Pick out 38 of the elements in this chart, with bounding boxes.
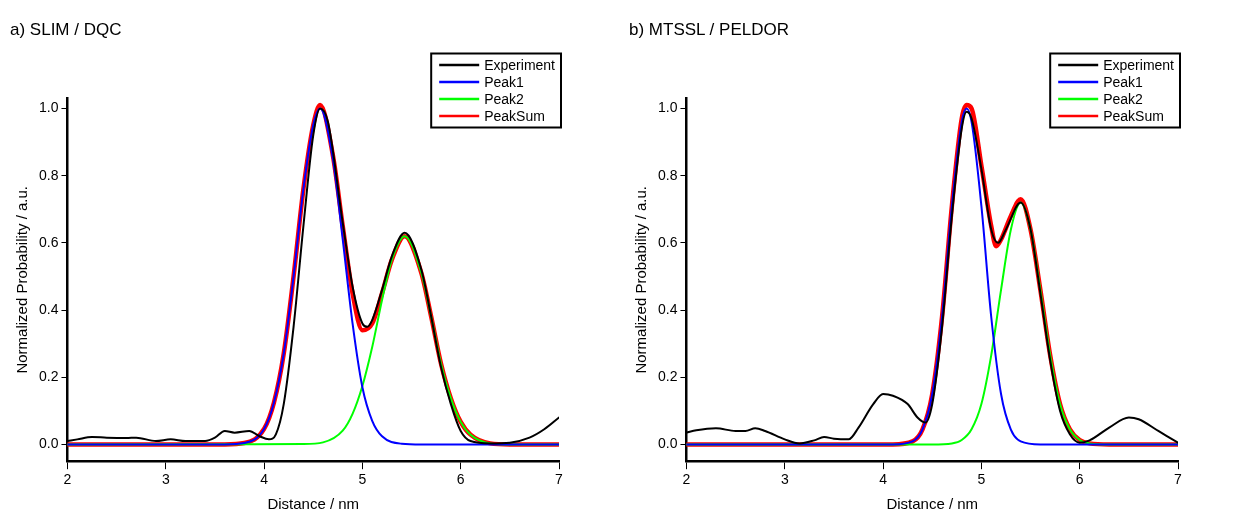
- y-axis-title: Normalized Probability / a.u.: [13, 186, 31, 374]
- y-tick-label: 0.8: [657, 166, 678, 183]
- legend-label: Peak2: [1103, 90, 1144, 107]
- x-tick-label: 4: [879, 471, 888, 488]
- y-tick-label: 0.0: [657, 435, 678, 452]
- x-axis-title: Distance / nm: [886, 495, 979, 513]
- legend-label: Experiment: [1103, 56, 1175, 73]
- y-tick-label: 1.0: [38, 99, 59, 116]
- legend-label: PeakSum: [484, 107, 545, 124]
- y-tick-label: 0.6: [38, 233, 59, 250]
- x-tick-label: 7: [555, 471, 564, 488]
- y-tick-label: 0.6: [657, 233, 678, 250]
- x-tick-label: 4: [260, 471, 269, 488]
- y-axis-title: Normalized Probability / a.u.: [632, 186, 650, 374]
- y-tick-label: 0.4: [657, 300, 678, 317]
- legend-label: Peak1: [1103, 73, 1144, 90]
- x-tick-label: 7: [1174, 471, 1183, 488]
- x-tick-label: 5: [358, 471, 367, 488]
- y-tick-label: 0.2: [657, 368, 678, 385]
- legend-label: Peak1: [484, 73, 525, 90]
- x-tick-label: 6: [1075, 471, 1084, 488]
- x-tick-label: 5: [977, 471, 986, 488]
- x-tick-label: 6: [456, 471, 465, 488]
- y-tick-label: 0.2: [38, 368, 59, 385]
- legend-label: PeakSum: [1103, 107, 1164, 124]
- chart-title: b) MTSSL / PELDOR: [629, 19, 789, 39]
- y-tick-label: 1.0: [657, 99, 678, 116]
- x-tick-label: 2: [682, 471, 691, 488]
- x-tick-label: 3: [780, 471, 789, 488]
- y-tick-label: 0.0: [38, 435, 59, 452]
- legend-label: Experiment: [484, 56, 556, 73]
- y-tick-label: 0.4: [38, 300, 59, 317]
- chart-title: a) SLIM / DQC: [10, 19, 122, 39]
- legend-label: Peak2: [484, 90, 525, 107]
- x-axis-title: Distance / nm: [267, 495, 360, 513]
- y-tick-label: 0.8: [38, 166, 59, 183]
- x-tick-label: 3: [161, 471, 170, 488]
- x-tick-label: 2: [63, 471, 72, 488]
